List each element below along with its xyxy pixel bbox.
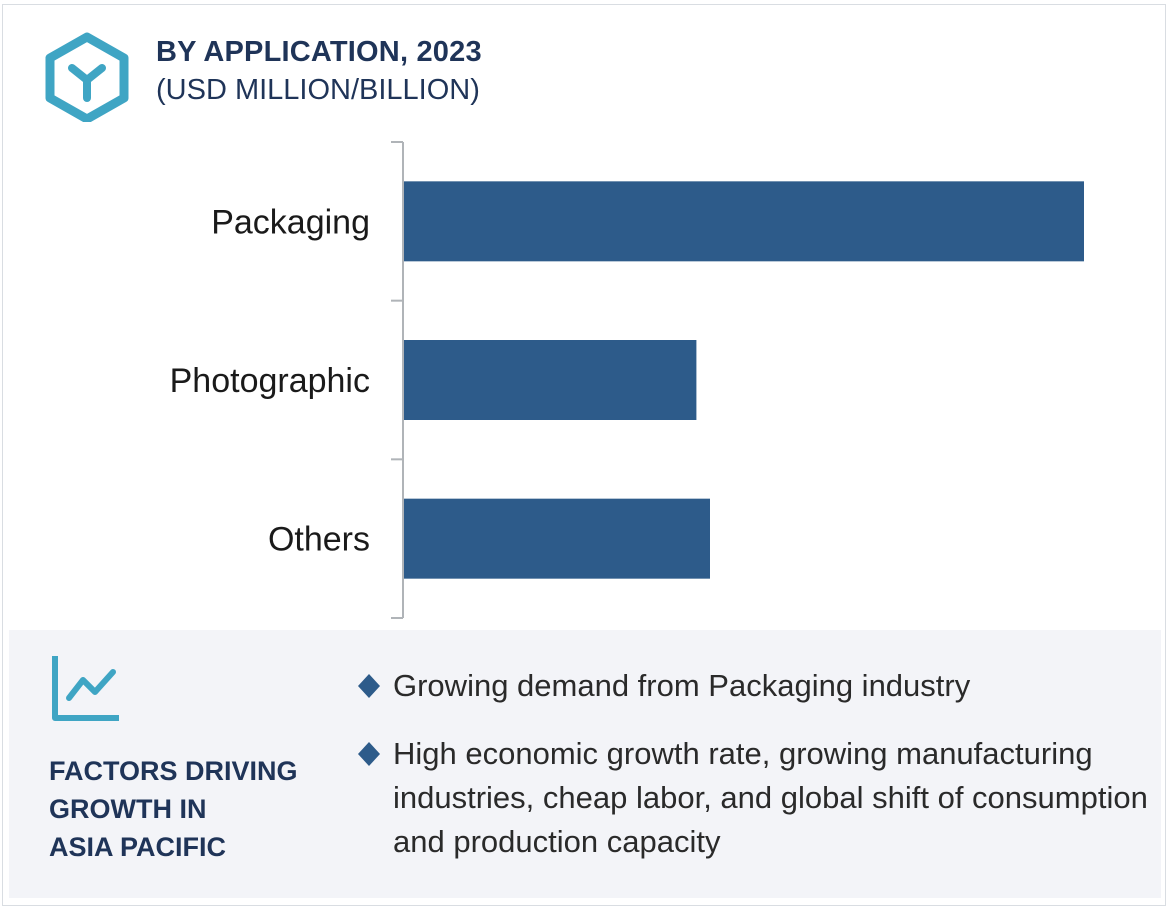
bar <box>404 181 1084 262</box>
diamond-bullet-icon <box>358 674 380 698</box>
hexagon-y-logo-icon <box>45 32 129 122</box>
factor-text: Growing demand from Packaging industry <box>393 668 971 703</box>
bar <box>404 498 710 579</box>
diamond-bullet-icon <box>358 742 380 766</box>
factors-title-line: ASIA PACIFIC <box>49 832 227 862</box>
bar-chart: Packaging Photographic Others <box>170 141 1084 619</box>
factor-text: High economic growth rate, growing manuf… <box>393 736 1148 859</box>
factor-item: Growing demand from Packaging industry <box>357 664 1157 708</box>
line-chart-icon <box>52 656 119 721</box>
category-label: Packaging <box>211 203 370 241</box>
category-label: Photographic <box>170 362 370 400</box>
factors-panel: FACTORS DRIVING GROWTH IN ASIA PACIFIC G… <box>9 630 1161 898</box>
bar <box>404 340 697 420</box>
category-label: Others <box>268 521 370 559</box>
factors-title-line: FACTORS DRIVING <box>49 756 298 786</box>
factors-title: FACTORS DRIVING GROWTH IN ASIA PACIFIC <box>49 752 339 866</box>
factors-title-line: GROWTH IN <box>49 794 207 824</box>
chart-subtitle: (USD MILLION/BILLION) <box>156 74 480 106</box>
factor-item: High economic growth rate, growing manuf… <box>357 732 1157 864</box>
chart-title: BY APPLICATION, 2023 <box>156 36 482 68</box>
